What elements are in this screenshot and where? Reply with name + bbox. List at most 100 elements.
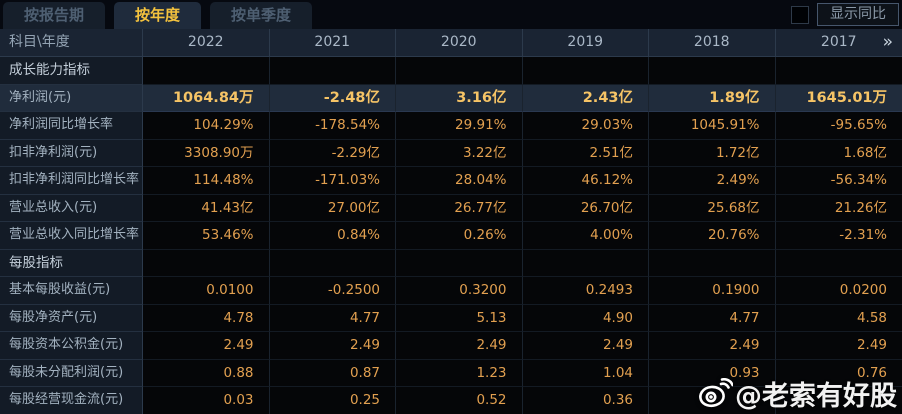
cell-value: 2.49: [269, 332, 396, 360]
cell-value: -171.03%: [269, 167, 396, 195]
more-years-icon[interactable]: »: [882, 32, 893, 52]
cell-value: 4.00%: [522, 222, 649, 250]
cell-value: [396, 249, 523, 277]
cell-value: 2.49: [143, 332, 270, 360]
row-label: 每股净资产(元): [0, 304, 143, 332]
cell-value: 1645.01万: [775, 84, 902, 112]
cell-value: [649, 57, 776, 85]
cell-value: 2.43亿: [522, 84, 649, 112]
cell-value: 41.43亿: [143, 194, 270, 222]
tab-report-period[interactable]: 按报告期: [3, 2, 106, 29]
cell-value: 0.0200: [775, 277, 902, 305]
cell-value: 2.51亿: [522, 139, 649, 167]
cell-value: 4.78: [143, 304, 270, 332]
cell-value: 4.77: [649, 304, 776, 332]
cell-value: -2.48亿: [269, 84, 396, 112]
row-label: 净利润(元): [0, 84, 143, 112]
cell-value: [775, 387, 902, 414]
cell-value: [522, 249, 649, 277]
cell-value: [143, 249, 270, 277]
cell-value: 2.49: [396, 332, 523, 360]
cell-value: [775, 57, 902, 85]
year-header-2018: 2018: [649, 29, 776, 56]
cell-value: 21.26亿: [775, 194, 902, 222]
table-row: 成长能力指标: [0, 57, 902, 85]
cell-value: 0.25: [269, 387, 396, 414]
cell-value: 46.12%: [522, 167, 649, 195]
show-yoy-button[interactable]: 显示同比: [817, 3, 899, 26]
year-header-2022: 2022: [143, 29, 270, 56]
year-header-2021: 2021: [270, 29, 396, 56]
cell-value: 114.48%: [143, 167, 270, 195]
cell-value: 28.04%: [396, 167, 523, 195]
top-right-controls: 显示同比: [791, 3, 899, 26]
table-row: 净利润(元) 1064.84万 -2.48亿 3.16亿 2.43亿 1.89亿 1645.…: [0, 84, 902, 112]
cell-value: 4.58: [775, 304, 902, 332]
cell-value: -56.34%: [775, 167, 902, 195]
table-row: 每股指标: [0, 249, 902, 277]
table-row: 每股资本公积金(元) 2.49 2.49 2.49 2.49 2.49 2.49: [0, 332, 902, 360]
cell-value: 1.23: [396, 359, 523, 387]
cell-value: 29.91%: [396, 112, 523, 140]
year-header-2019: 2019: [523, 29, 649, 56]
tab-single-quarter[interactable]: 按单季度: [210, 2, 313, 29]
cell-value: [649, 387, 776, 414]
cell-value: 26.70亿: [522, 194, 649, 222]
cell-value: [775, 249, 902, 277]
row-label: 成长能力指标: [0, 57, 143, 85]
year-header-2017: 2017»: [776, 29, 902, 56]
table-body: 成长能力指标 净利润(元) 1064.84万 -2.48亿 3.16亿 2.43亿 1.89…: [0, 57, 902, 414]
cell-value: 0.76: [775, 359, 902, 387]
cell-value: 53.46%: [143, 222, 270, 250]
cell-value: 0.36: [522, 387, 649, 414]
cell-value: 104.29%: [143, 112, 270, 140]
cell-value: 0.87: [269, 359, 396, 387]
cell-value: -0.2500: [269, 277, 396, 305]
corner-header: 科目\年度: [0, 29, 143, 56]
cell-value: 2.49: [775, 332, 902, 360]
cell-value: 1.68亿: [775, 139, 902, 167]
cell-value: 2.49: [649, 332, 776, 360]
row-label: 营业总收入(元): [0, 194, 143, 222]
show-yoy-checkbox[interactable]: [791, 5, 809, 24]
year-header-2020: 2020: [396, 29, 523, 56]
cell-value: 1064.84万: [143, 84, 270, 112]
row-label: 扣非净利润(元): [0, 139, 143, 167]
cell-value: 4.90: [522, 304, 649, 332]
row-label: 每股未分配利润(元): [0, 359, 143, 387]
table-row: 营业总收入同比增长率 53.46% 0.84% 0.26% 4.00% 20.76% -2.…: [0, 222, 902, 250]
cell-value: 1.72亿: [649, 139, 776, 167]
cell-value: 29.03%: [522, 112, 649, 140]
row-label: 每股经营现金流(元): [0, 387, 143, 414]
cell-value: [143, 57, 270, 85]
tab-annual[interactable]: 按年度: [114, 2, 202, 29]
cell-value: -2.29亿: [269, 139, 396, 167]
cell-value: 5.13: [396, 304, 523, 332]
cell-value: 0.52: [396, 387, 523, 414]
row-label: 营业总收入同比增长率: [0, 222, 143, 250]
cell-value: [522, 57, 649, 85]
cell-value: 20.76%: [649, 222, 776, 250]
cell-value: 0.0100: [143, 277, 270, 305]
tabs-holder: 按报告期 按年度 按单季度: [3, 2, 321, 29]
cell-value: 2.49%: [649, 167, 776, 195]
cell-value: 1.89亿: [649, 84, 776, 112]
row-label: 扣非净利润同比增长率: [0, 167, 143, 195]
cell-value: -2.31%: [775, 222, 902, 250]
table-row: 扣非净利润同比增长率 114.48% -171.03% 28.04% 46.12% 2.4…: [0, 167, 902, 195]
cell-value: [396, 57, 523, 85]
row-label: 净利润同比增长率: [0, 112, 143, 140]
cell-value: 2.49: [522, 332, 649, 360]
cell-value: [269, 57, 396, 85]
cell-value: 1045.91%: [649, 112, 776, 140]
cell-value: 0.26%: [396, 222, 523, 250]
cell-value: 0.3200: [396, 277, 523, 305]
table-row: 扣非净利润(元) 3308.90万 -2.29亿 3.22亿 2.51亿 1.72亿 1.6…: [0, 139, 902, 167]
table-row: 净利润同比增长率 104.29% -178.54% 29.91% 29.03% 1045.…: [0, 112, 902, 140]
financial-indicators-table: 科目\年度 2022 2021 2020 2019 2018 2017» 成长能力指标 净利…: [0, 29, 902, 414]
period-tab-bar: 按报告期 按年度 按单季度 显示同比: [0, 0, 902, 29]
cell-value: 3308.90万: [143, 139, 270, 167]
row-label: 基本每股收益(元): [0, 277, 143, 305]
cell-value: [269, 249, 396, 277]
cell-value: 3.16亿: [396, 84, 523, 112]
